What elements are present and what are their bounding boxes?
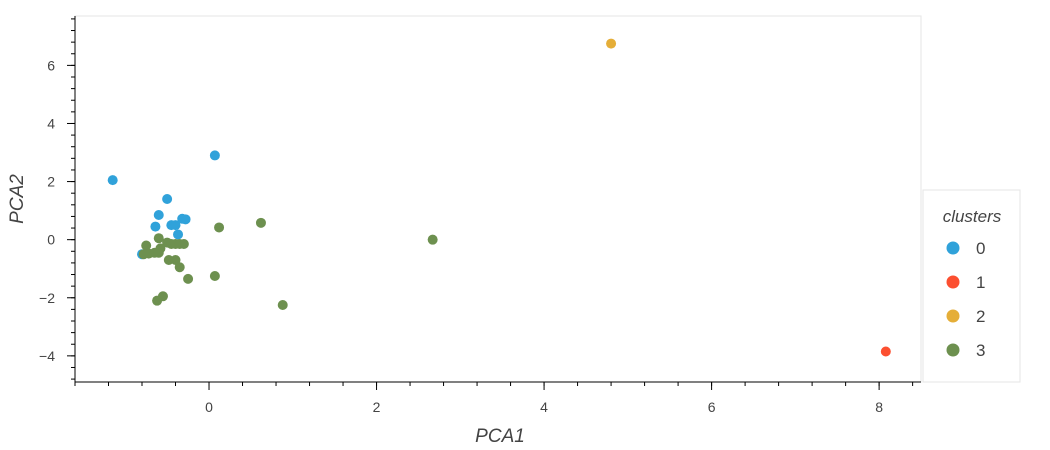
x-axis: 0 2 4 6 8: [74, 381, 921, 415]
legend-label-0: 0: [976, 239, 985, 258]
x-tick-label: 8: [875, 399, 883, 415]
y-tick-label: −2: [39, 290, 55, 306]
scatter-point-cluster-1: [880, 346, 891, 357]
scatter-points: [107, 38, 891, 357]
scatter-point-cluster-0: [209, 150, 220, 161]
scatter-point-cluster-0: [170, 220, 181, 231]
scatter-point-cluster-3: [170, 255, 181, 265]
scatter-point-cluster-3: [174, 262, 185, 273]
x-tick-label: 6: [708, 399, 716, 415]
scatter-point-cluster-0: [180, 214, 191, 225]
legend-marker-1: [946, 275, 960, 289]
x-tick-label: 0: [205, 399, 213, 415]
scatter-point-cluster-3: [209, 270, 220, 281]
scatter-point-cluster-3: [427, 234, 438, 245]
scatter-point-cluster-3: [141, 240, 152, 251]
legend-label-3: 3: [976, 341, 985, 360]
scatter-point-cluster-3: [255, 217, 266, 228]
scatter-point-cluster-3: [152, 295, 163, 306]
y-tick-label: 6: [47, 57, 55, 73]
x-tick-label: 2: [373, 399, 381, 415]
y-tick-label: −4: [39, 348, 55, 364]
legend-marker-2: [946, 309, 960, 323]
y-tick-label: 0: [47, 232, 55, 248]
scatter-point-cluster-2: [606, 38, 617, 49]
scatter-point-cluster-0: [107, 175, 118, 186]
scatter-point-cluster-0: [153, 209, 164, 220]
legend-items: 0 1 2 3: [946, 239, 985, 360]
scatter-point-cluster-3: [153, 233, 164, 244]
y-axis-title: PCA2: [7, 174, 28, 224]
legend-label-1: 1: [976, 273, 985, 292]
legend: clusters 0 1 2 3: [922, 189, 1021, 383]
scatter-point-cluster-3: [153, 247, 164, 258]
scatter-point-cluster-3: [277, 300, 288, 311]
y-tick-label: 2: [47, 174, 55, 190]
legend-label-2: 2: [976, 307, 985, 326]
y-tick-label: 4: [47, 115, 55, 131]
legend-marker-0: [946, 241, 960, 255]
x-axis-title: PCA1: [475, 426, 525, 447]
legend-box: [922, 189, 1021, 383]
scatter-point-cluster-3: [214, 222, 225, 233]
legend-title: clusters: [943, 207, 1002, 226]
legend-marker-3: [946, 343, 960, 357]
scatter-point-cluster-0: [162, 194, 173, 204]
scatter-point-cluster-3: [183, 273, 194, 284]
scatter-point-cluster-0: [173, 229, 184, 240]
scatter-point-cluster-3: [178, 239, 189, 250]
x-tick-label: 4: [540, 399, 548, 415]
scatter-point-cluster-0: [150, 221, 161, 232]
y-axis: −4 −2 0 2 4 6: [39, 16, 76, 382]
plot-border: [74, 15, 922, 383]
